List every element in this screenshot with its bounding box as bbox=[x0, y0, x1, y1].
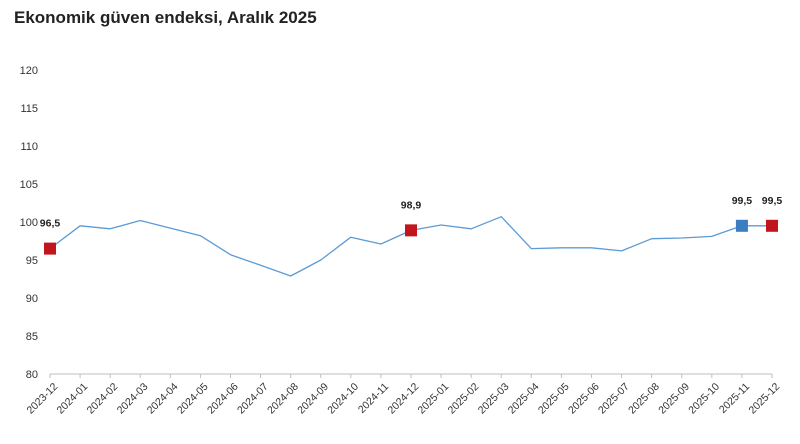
x-tick-label: 2024-09 bbox=[295, 381, 331, 417]
data-label: 98,9 bbox=[401, 199, 422, 211]
x-tick-label: 2024-11 bbox=[356, 381, 391, 416]
chart-title: Ekonomik güven endeksi, Aralık 2025 bbox=[14, 8, 317, 27]
x-tick-label: 2025-06 bbox=[566, 381, 602, 417]
data-label: 99,5 bbox=[762, 195, 783, 207]
data-marker bbox=[405, 224, 417, 237]
y-tick-label: 100 bbox=[20, 217, 38, 229]
y-tick-label: 110 bbox=[20, 141, 38, 153]
data-marker bbox=[44, 242, 56, 255]
x-tick-label: 2024-07 bbox=[235, 381, 271, 417]
x-tick-label: 2024-04 bbox=[145, 381, 181, 417]
x-tick-label: 2024-08 bbox=[265, 381, 301, 417]
x-tick-label: 2025-05 bbox=[536, 381, 572, 417]
y-tick-label: 95 bbox=[26, 255, 38, 267]
y-tick-label: 120 bbox=[20, 65, 38, 77]
x-tick-label: 2024-06 bbox=[205, 381, 241, 417]
x-tick-label: 2025-07 bbox=[596, 381, 632, 417]
data-marker bbox=[766, 219, 778, 232]
y-tick-label: 85 bbox=[26, 331, 38, 343]
x-tick-label: 2025-04 bbox=[506, 381, 542, 417]
data-label: 96,5 bbox=[40, 218, 61, 230]
x-tick-label: 2025-08 bbox=[626, 381, 662, 417]
x-tick-label: 2024-02 bbox=[85, 381, 121, 417]
y-tick-label: 80 bbox=[26, 369, 38, 381]
data-label-group: 96,5 98,9 99,5 99,5 bbox=[40, 195, 783, 230]
x-tick-label: 2024-05 bbox=[175, 381, 211, 417]
data-marker bbox=[735, 219, 748, 232]
x-tick-label: 2023-12 bbox=[24, 381, 60, 417]
x-tick-label: 2025-11 bbox=[717, 381, 752, 416]
y-axis: 80 85 90 95 100 105 110 115 120 bbox=[20, 65, 38, 381]
x-tick-label: 2025-12 bbox=[746, 381, 782, 417]
x-axis: 2023-122024-012024-022024-032024-042024-… bbox=[24, 373, 782, 417]
x-tick-label: 2024-12 bbox=[385, 381, 421, 417]
marker-group bbox=[44, 219, 778, 255]
x-tick-label: 2024-01 bbox=[55, 381, 91, 417]
y-tick-label: 105 bbox=[20, 179, 38, 191]
x-tick-label: 2025-10 bbox=[686, 381, 722, 417]
y-tick-label: 115 bbox=[20, 103, 38, 115]
x-tick-label: 2025-09 bbox=[656, 381, 692, 417]
x-tick-label: 2025-02 bbox=[446, 381, 482, 417]
x-tick-label: 2024-10 bbox=[325, 381, 361, 417]
x-tick-label: 2024-03 bbox=[115, 381, 151, 417]
x-tick-label: 2025-03 bbox=[476, 381, 512, 417]
x-tick-label: 2025-01 bbox=[416, 381, 452, 417]
y-tick-label: 90 bbox=[26, 293, 38, 305]
data-label: 99,5 bbox=[732, 195, 753, 207]
